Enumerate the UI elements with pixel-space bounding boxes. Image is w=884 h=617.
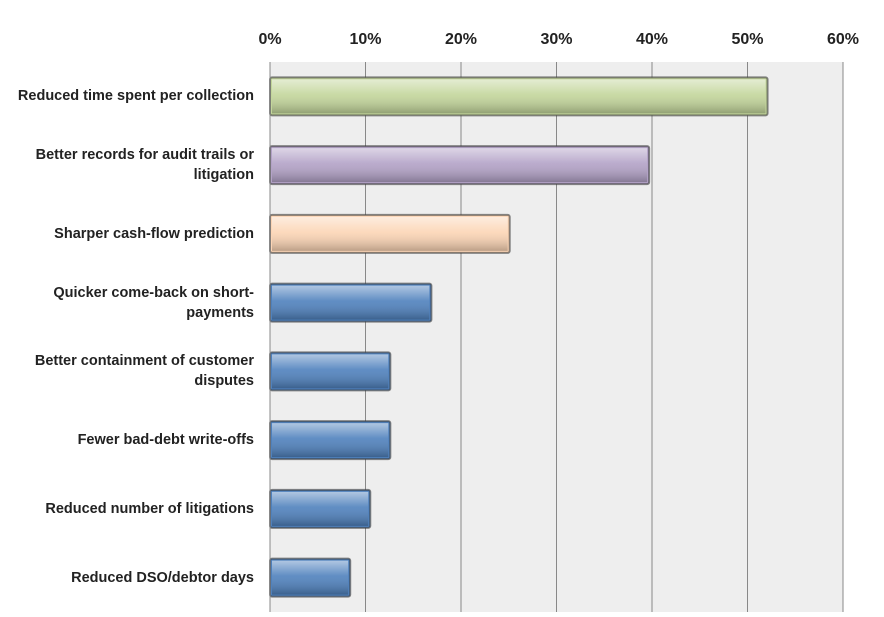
- bar-shine: [272, 423, 389, 458]
- y-tick-label: Reduced time spent per collection: [17, 88, 254, 105]
- x-tick-label: 0%: [258, 31, 281, 48]
- y-tick-label: Sharper cash-flow prediction: [54, 225, 254, 242]
- bar-shine: [272, 148, 648, 183]
- x-tick-label: 60%: [827, 31, 859, 48]
- bar-shine: [272, 560, 349, 595]
- x-tick-label: 30%: [540, 31, 572, 48]
- bar-shine: [272, 79, 766, 114]
- bar-shine: [272, 491, 369, 526]
- y-tick-label: Better records for audit trails or litig…: [35, 147, 254, 184]
- y-tick-label: Quicker come-back on short-payments: [53, 284, 254, 321]
- x-tick-label: 10%: [349, 31, 381, 48]
- x-tick-label: 50%: [731, 31, 763, 48]
- y-tick-label: Reduced DSO/debtor days: [71, 569, 254, 586]
- bar-shine: [272, 216, 508, 251]
- y-tick-label: Better containment of customer disputes: [34, 353, 254, 390]
- x-tick-label: 20%: [445, 31, 477, 48]
- bar-shine: [272, 285, 430, 320]
- x-tick-label: 40%: [636, 31, 668, 48]
- y-tick-label: Reduced number of litigations: [45, 500, 254, 517]
- y-tick-label: Fewer bad-debt write-offs: [77, 432, 254, 449]
- bar-shine: [272, 354, 389, 389]
